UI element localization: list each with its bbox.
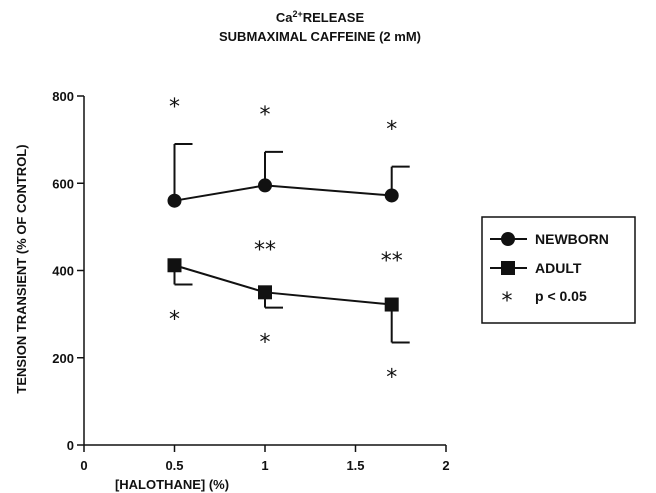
legend-note-label: p < 0.05 [535,288,587,304]
adult-significance-star: * [260,331,271,356]
y-tick-label: 0 [67,438,74,453]
adult-point [167,258,182,273]
legend-adult-marker [501,261,515,275]
newborn-point [384,188,399,203]
chart-title: Ca2+RELEASE [276,9,365,25]
legend-note-marker: * [502,289,513,314]
y-axis-label: TENSION TRANSIENT (% OF CONTROL) [14,144,29,393]
y-tick-label: 600 [52,176,74,191]
legend: NEWBORN ADULT * p < 0.05 [481,216,636,324]
newborn-point [258,178,272,193]
newborn-significance-star: * [169,95,180,120]
x-tick-label: 2 [442,458,449,473]
newborn-point [167,193,182,208]
newborn-significance-star: * [386,118,397,143]
adult-line [174,264,392,306]
between-series-significance: ** [381,249,403,274]
adult-significance-star: * [386,365,397,390]
y-tick-label: 200 [52,351,74,366]
newborn-significance-star: * [260,103,271,128]
newborn-line [174,184,392,202]
series-markers [167,178,399,312]
legend-adult-label: ADULT [535,260,582,276]
x-axis-label: [HALOTHANE] (%) [115,477,229,492]
title-suffix: RELEASE [303,10,365,25]
x-tick-label: 0.5 [165,458,183,473]
series-lines [174,184,392,306]
y-tick-label: 400 [52,264,74,279]
between-series-significance: ** [254,238,276,263]
adult-point [384,297,399,312]
legend-newborn-label: NEWBORN [535,231,609,247]
title-prefix: Ca [276,10,293,25]
title-superscript: 2+ [292,9,302,19]
x-tick-label: 1.5 [346,458,364,473]
chart-subtitle: SUBMAXIMAL CAFFEINE (2 mM) [219,29,421,44]
error-bars [173,142,410,344]
y-tick-label: 800 [52,89,74,104]
legend-newborn-marker [501,232,515,246]
x-tick-label: 1 [261,458,268,473]
legend-box [481,216,636,324]
adult-significance-star: * [169,307,180,332]
adult-point [258,285,272,300]
x-tick-label: 0 [80,458,87,473]
significance-marks: * ******* ** [169,95,403,390]
axes: 0 200 400 600 800 0 0.5 1 1.5 2 [52,89,449,473]
